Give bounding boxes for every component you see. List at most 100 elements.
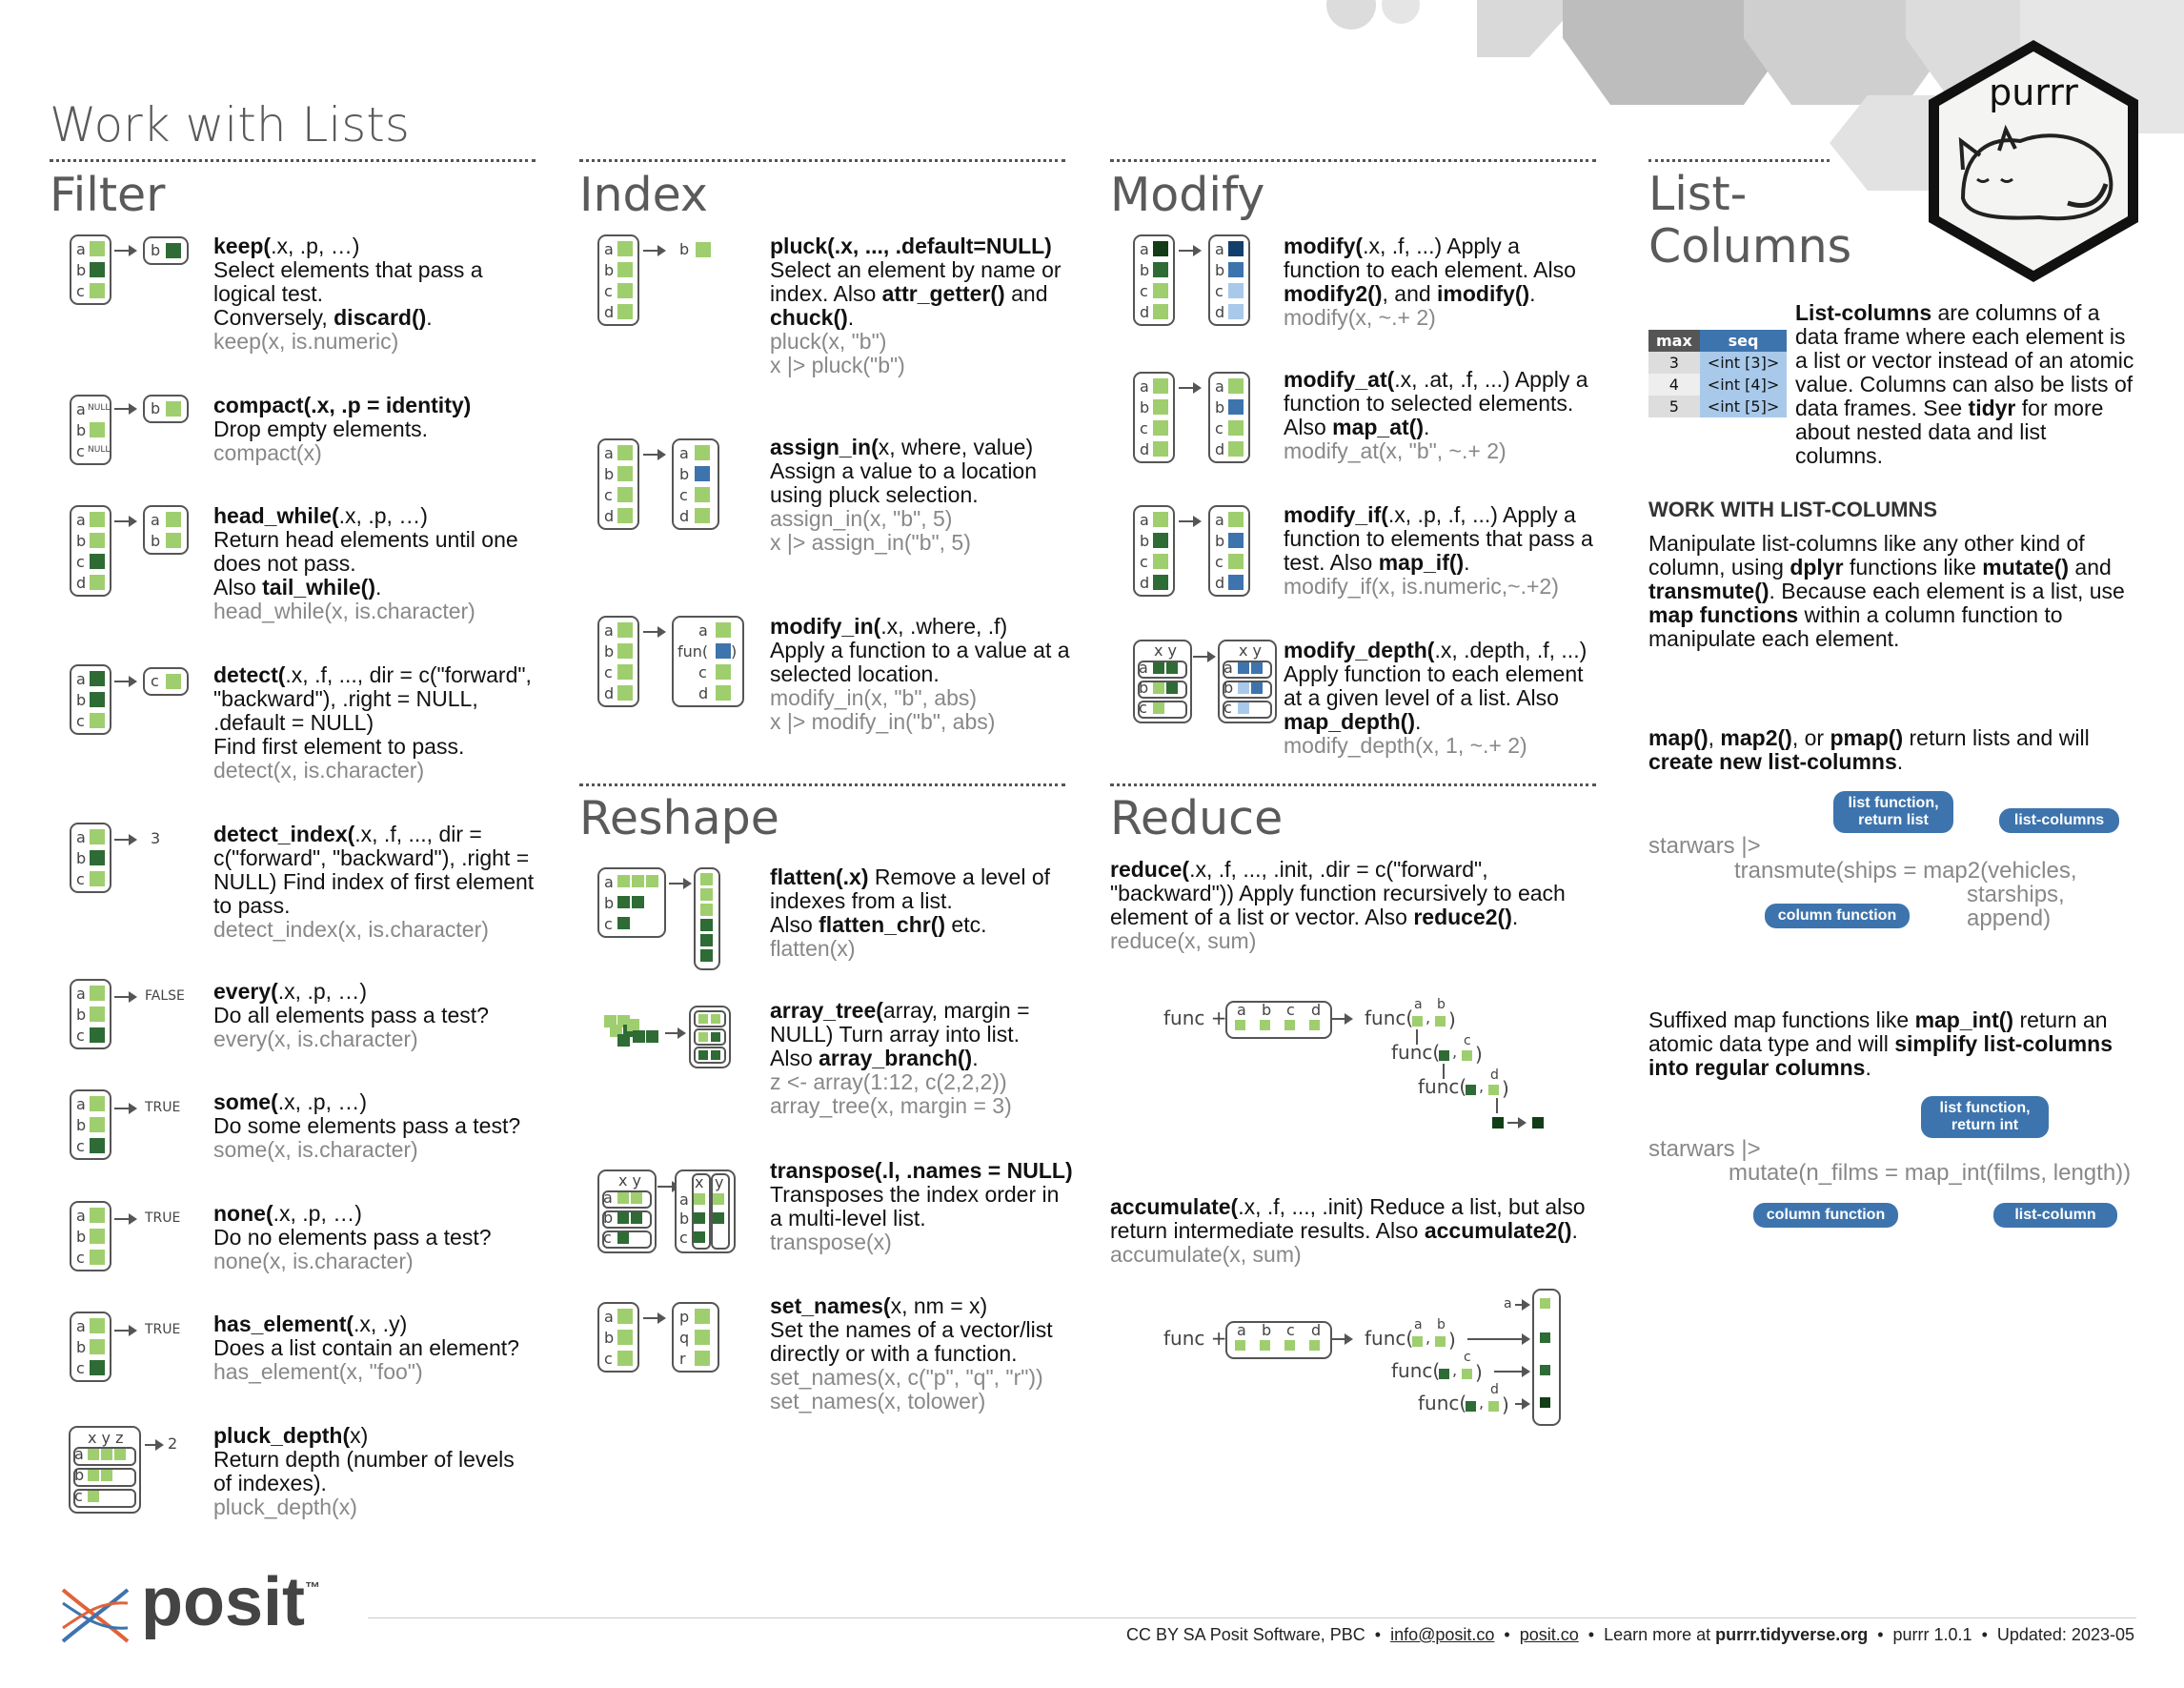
- entry-none: none(.x, .p, …) Do no elements pass a te…: [213, 1201, 492, 1273]
- array-diagram: [604, 1013, 661, 1055]
- list-diagram: c: [143, 667, 189, 696]
- list-diagram: a b c: [70, 664, 111, 735]
- divider: [1110, 783, 1596, 786]
- code-line: starwars |>: [1648, 833, 1761, 859]
- callout-bubble: column function: [1765, 904, 1910, 928]
- arrow-icon: [145, 1439, 164, 1451]
- element-square: [696, 242, 711, 257]
- entry-some: some(.x, .p, …) Do some elements pass a …: [213, 1089, 521, 1162]
- entry-has-element: has_element(.x, .y) Does a list contain …: [213, 1312, 519, 1384]
- callout-bubble: list function, return int: [1921, 1096, 2049, 1138]
- arrow-icon: [669, 878, 692, 889]
- entry-keep: keep(.x, .p, …) Select elements that pas…: [213, 234, 483, 354]
- arrow-icon: [643, 245, 666, 256]
- arrow-icon: [114, 1325, 137, 1336]
- entry-pluck-depth: pluck_depth(x) Return depth (number of l…: [213, 1423, 515, 1519]
- entry-modify-in: modify_in(.x, .where, .f) Apply a functi…: [770, 614, 1070, 734]
- callout-bubble: list-columns: [1999, 808, 2119, 833]
- list-diagram: [694, 867, 720, 970]
- paragraph: map(), map2(), or pmap() return lists an…: [1648, 725, 2090, 774]
- posit-wordmark: posit™: [141, 1564, 320, 1640]
- callout-bubble: list function, return list: [1833, 791, 1953, 833]
- email-link[interactable]: info@posit.co: [1390, 1625, 1495, 1644]
- code-line: append): [1967, 905, 2052, 931]
- table-cell: <int [3]>: [1699, 352, 1788, 374]
- list-diagram: a b c: [70, 234, 111, 305]
- section-reduce: Reduce: [1110, 791, 1284, 845]
- site-link[interactable]: posit.co: [1519, 1625, 1579, 1644]
- list-diagram: a b c d: [597, 616, 639, 707]
- list-diagram: a b c: [70, 1201, 111, 1271]
- list-diagram: a b c: [597, 867, 666, 938]
- divider: [1110, 159, 1596, 162]
- logo-text: purrr: [1989, 71, 2078, 113]
- entry-every: every(.x, .p, …) Do all elements pass a …: [213, 979, 489, 1051]
- list-diagram: a b c: [70, 979, 111, 1049]
- entry-compact: compact(.x, .p = identity) Drop empty el…: [213, 393, 472, 465]
- arrow-icon: [643, 1312, 666, 1324]
- docs-link[interactable]: purrr.tidyverse.org: [1715, 1625, 1869, 1644]
- element-label: b: [679, 240, 690, 258]
- section-list-columns: List- Columns: [1648, 167, 1852, 274]
- list-diagram: x y a b c: [1133, 640, 1192, 723]
- table-header: seq: [1699, 330, 1788, 352]
- table-cell: <int [5]>: [1699, 396, 1788, 417]
- arrow-icon: [1179, 382, 1202, 394]
- list-diagram: x y a b c: [597, 1169, 657, 1253]
- divider: [579, 783, 1065, 786]
- result-value: TRUE: [145, 1100, 181, 1115]
- list-columns-intro: List-columns are columns of a data frame…: [1795, 300, 2134, 468]
- table-cell: 3: [1648, 352, 1700, 374]
- entry-detect-index: detect_index(.x, .f, ..., dir = c("forwa…: [213, 822, 535, 942]
- footer-info: CC BY SA Posit Software, PBC • info@posi…: [1125, 1625, 2134, 1644]
- arrow-icon: [114, 991, 137, 1003]
- section-reshape: Reshape: [579, 791, 779, 845]
- list-diagram: a NULL b c NULL: [70, 395, 111, 465]
- entry-modify-at: modify_at(.x, .at, .f, ...) Apply a func…: [1284, 367, 1588, 463]
- table-header: max: [1648, 330, 1700, 352]
- purrr-hex-logo: purrr: [1929, 40, 2138, 282]
- result-value: FALSE: [145, 988, 185, 1004]
- arrow-icon: [665, 1027, 686, 1039]
- code-line: transmute(ships = map2(vehicles,: [1734, 858, 2077, 884]
- list-diagram: a b c: [70, 1089, 111, 1160]
- list-diagram: a b c d: [1133, 234, 1175, 326]
- entry-array-tree: array_tree(array, margin = NULL) Turn ar…: [770, 998, 1030, 1118]
- list-diagram: a b: [143, 505, 189, 555]
- list-diagram: a b c: [70, 823, 111, 893]
- posit-logo-icon: [61, 1588, 130, 1643]
- list-diagram: a b c: [597, 1302, 639, 1373]
- entry-transpose: transpose(.l, .names = NULL) Transposes …: [770, 1158, 1073, 1254]
- arrow-icon: [114, 676, 137, 687]
- table-cell: 4: [1648, 374, 1700, 396]
- entry-modify: modify(.x, .f, ...) Apply a function to …: [1284, 234, 1576, 330]
- list-diagram: a b c: [70, 1312, 111, 1382]
- divider: [579, 159, 1065, 162]
- list-diagram: a fun() c d: [672, 616, 744, 707]
- result-value: 2: [168, 1434, 178, 1453]
- section-index: Index: [579, 168, 708, 222]
- list-diagram: p q r: [672, 1302, 719, 1373]
- list-diagram: a b c d: [672, 438, 719, 530]
- arrow-icon: [114, 1213, 137, 1225]
- entry-head-while: head_while(.x, .p, …) Return head elemen…: [213, 503, 518, 623]
- divider: [1648, 159, 1830, 162]
- entry-assign-in: assign_in(x, where, value) Assign a valu…: [770, 435, 1038, 555]
- subheading: WORK WITH LIST-COLUMNS: [1648, 498, 1938, 521]
- arrow-icon: [643, 626, 666, 638]
- paragraph: Manipulate list-columns like any other k…: [1648, 531, 2125, 651]
- page-title: Work with Lists: [50, 97, 410, 153]
- list-diagram: a b c d: [1133, 505, 1175, 597]
- arrow-icon: [114, 403, 137, 415]
- list-diagram: x y a b c: [1218, 640, 1277, 723]
- list-diagram: x y z a b c: [69, 1426, 141, 1514]
- divider: [50, 159, 536, 162]
- entry-detect: detect(.x, .f, ..., dir = c("forward", "…: [213, 662, 532, 783]
- list-diagram: a b c d: [1208, 372, 1250, 463]
- footer-rule: [368, 1617, 2136, 1618]
- entry-accumulate: accumulate(.x, .f, ..., .init) Reduce a …: [1110, 1194, 1586, 1267]
- list-diagram: b: [143, 236, 189, 265]
